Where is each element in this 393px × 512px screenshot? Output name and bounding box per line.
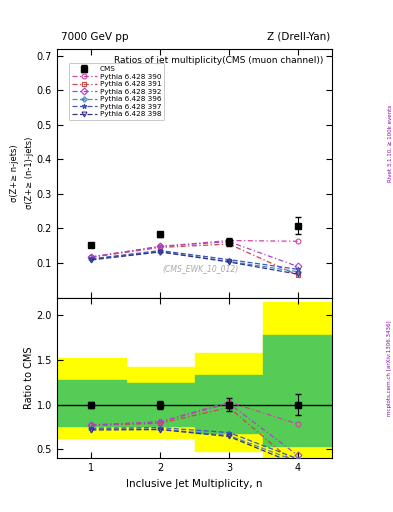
Pythia 6.428 398 [89, 257, 94, 263]
Text: Rivet 3.1.10, ≥ 100k events: Rivet 3.1.10, ≥ 100k events [387, 105, 392, 182]
Pythia 6.428 392 [296, 263, 300, 269]
Pythia 6.428 390 [89, 254, 94, 260]
Pythia 6.428 398 [158, 249, 163, 255]
Pythia 6.428 391 [226, 241, 231, 247]
Text: Ratios of jet multiplicity(CMS (muon channel)): Ratios of jet multiplicity(CMS (muon cha… [114, 56, 324, 65]
Pythia 6.428 391 [89, 254, 94, 260]
X-axis label: Inclusive Jet Multiplicity, n: Inclusive Jet Multiplicity, n [126, 479, 263, 488]
Line: Pythia 6.428 390: Pythia 6.428 390 [89, 238, 300, 259]
Pythia 6.428 397 [296, 266, 300, 272]
Pythia 6.428 391 [158, 244, 163, 250]
Pythia 6.428 392 [158, 243, 163, 249]
Pythia 6.428 396 [226, 258, 231, 264]
Line: Pythia 6.428 398: Pythia 6.428 398 [89, 249, 300, 276]
Pythia 6.428 390 [226, 238, 231, 244]
Pythia 6.428 397 [226, 257, 231, 263]
Pythia 6.428 397 [89, 256, 94, 262]
Pythia 6.428 398 [226, 259, 231, 265]
Y-axis label: σ(Z+≥ n-jets)
σ(Z+≥ (n-1)-jets): σ(Z+≥ n-jets) σ(Z+≥ (n-1)-jets) [10, 137, 34, 209]
Line: Pythia 6.428 397: Pythia 6.428 397 [89, 248, 300, 272]
Pythia 6.428 396 [89, 256, 94, 262]
Pythia 6.428 391 [296, 272, 300, 278]
Pythia 6.428 390 [296, 238, 300, 244]
Pythia 6.428 397 [158, 247, 163, 253]
Line: Pythia 6.428 396: Pythia 6.428 396 [89, 249, 300, 274]
Line: Pythia 6.428 392: Pythia 6.428 392 [89, 239, 300, 269]
Pythia 6.428 396 [296, 269, 300, 275]
Text: (CMS_EWK_10_012): (CMS_EWK_10_012) [162, 264, 238, 273]
Legend: CMS, Pythia 6.428 390, Pythia 6.428 391, Pythia 6.428 392, Pythia 6.428 396, Pyt: CMS, Pythia 6.428 390, Pythia 6.428 391,… [69, 63, 164, 120]
Y-axis label: Ratio to CMS: Ratio to CMS [24, 347, 34, 409]
Text: Z (Drell-Yan): Z (Drell-Yan) [267, 32, 330, 42]
Text: mcplots.cern.ch [arXiv:1306.3436]: mcplots.cern.ch [arXiv:1306.3436] [387, 321, 392, 416]
Pythia 6.428 392 [89, 254, 94, 260]
Pythia 6.428 398 [296, 271, 300, 277]
Pythia 6.428 392 [226, 239, 231, 245]
Text: 7000 GeV pp: 7000 GeV pp [61, 32, 129, 42]
Pythia 6.428 396 [158, 248, 163, 254]
Pythia 6.428 390 [158, 243, 163, 249]
Line: Pythia 6.428 391: Pythia 6.428 391 [89, 242, 300, 278]
